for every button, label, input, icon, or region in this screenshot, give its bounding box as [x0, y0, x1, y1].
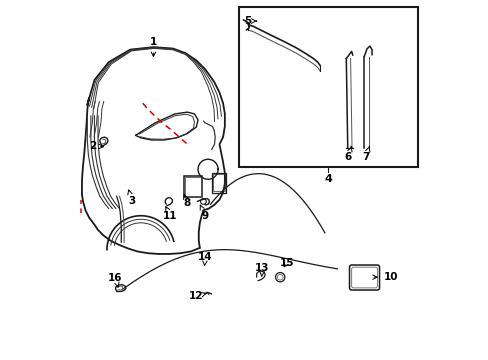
Text: 4: 4	[324, 174, 332, 184]
Bar	[184, 177, 200, 196]
Text: 16: 16	[108, 273, 122, 287]
Text: 2: 2	[89, 141, 103, 151]
Text: 11: 11	[163, 207, 178, 221]
Bar	[183, 176, 201, 197]
Text: 3: 3	[127, 190, 135, 206]
Text: 7: 7	[362, 147, 369, 162]
Bar	[212, 173, 225, 193]
Bar	[213, 174, 224, 192]
Text: 9: 9	[200, 205, 208, 221]
Text: 15: 15	[279, 258, 293, 268]
Text: 6: 6	[344, 147, 351, 162]
Text: 8: 8	[183, 195, 191, 208]
Bar	[239, 7, 417, 167]
Text: 5: 5	[243, 16, 256, 26]
Text: 13: 13	[255, 262, 269, 276]
Text: 1: 1	[149, 37, 157, 57]
Text: 10: 10	[372, 272, 398, 282]
Text: 14: 14	[198, 252, 212, 265]
Text: 12: 12	[189, 291, 206, 301]
